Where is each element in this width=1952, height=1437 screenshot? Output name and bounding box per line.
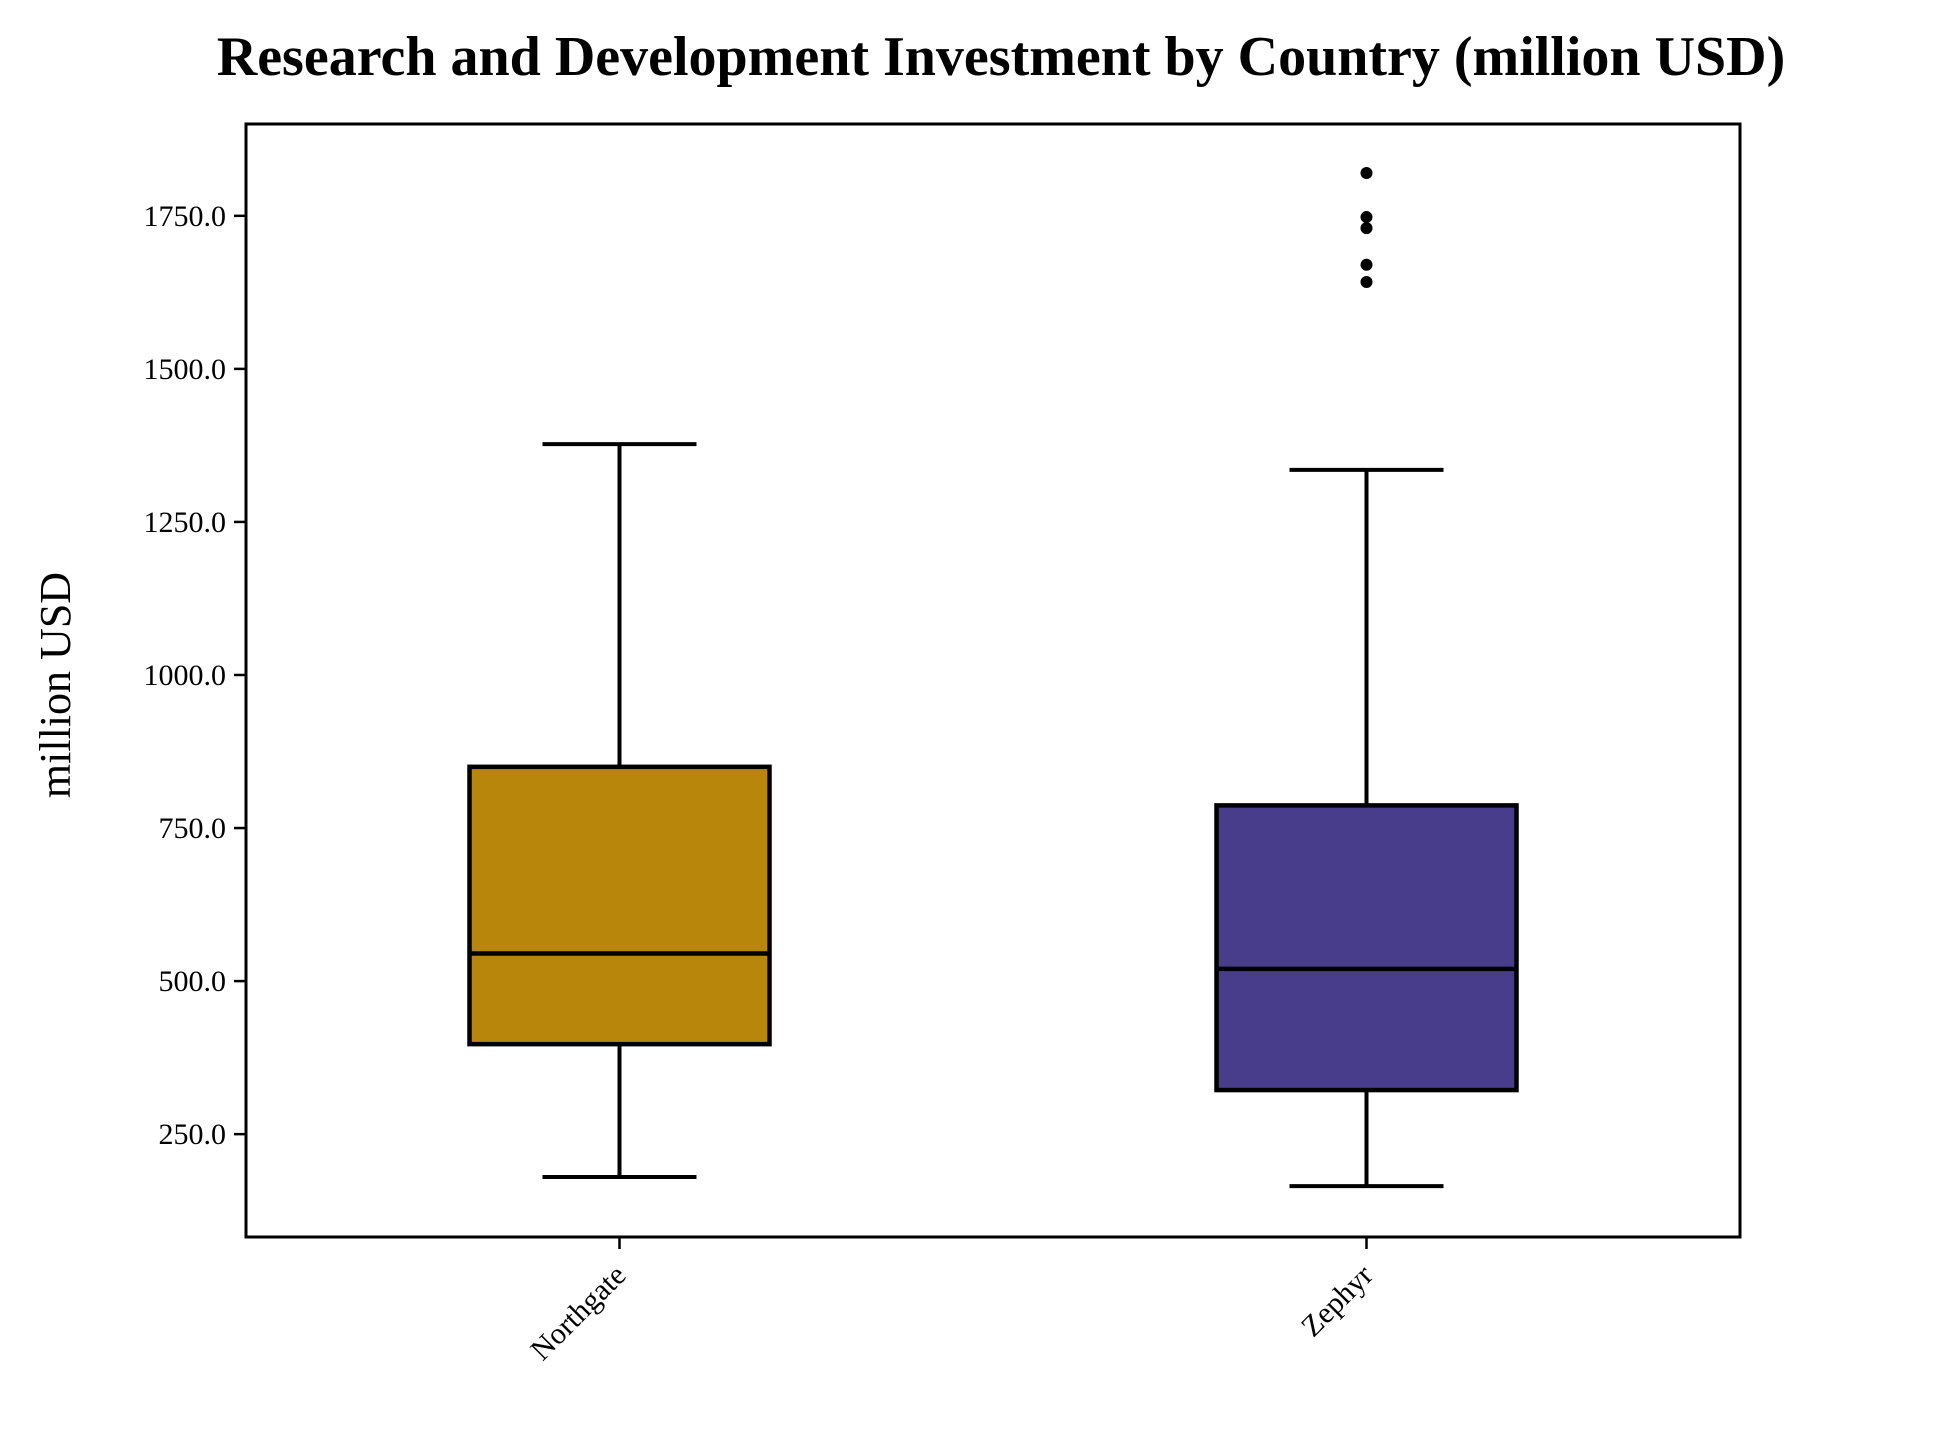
y-tick-label: 500.0 [159, 965, 227, 998]
y-tick-label: 1000.0 [144, 659, 227, 692]
y-tick-label: 1750.0 [144, 200, 227, 233]
y-tick-label: 1500.0 [144, 353, 227, 386]
zephyr-outlier-point [1360, 211, 1373, 224]
x-tick-label-zephyr: Zephyr [1295, 1259, 1380, 1344]
zephyr-outlier-point [1360, 275, 1373, 288]
northgate-box [467, 764, 772, 1047]
y-tick-label: 250.0 [159, 1118, 227, 1151]
x-tick-label-northgate: Northgate [524, 1259, 632, 1367]
zephyr-outlier-point [1360, 166, 1373, 179]
y-tick-label: 1250.0 [144, 506, 227, 539]
y-tick-label: 750.0 [159, 812, 227, 845]
y-axis-label: million USD [31, 572, 80, 798]
plot-area: 250.0 500.0 750.0 1000.0 1250.0 1500.0 1750.0 N… [144, 166, 1519, 1367]
zephyr-outlier-point [1360, 222, 1373, 235]
plot-frame [244, 122, 1742, 1239]
zephyr-outlier-point [1360, 258, 1373, 271]
chart-title: Research and Development Investment by C… [217, 26, 1786, 88]
zephyr-box [1214, 803, 1519, 1093]
